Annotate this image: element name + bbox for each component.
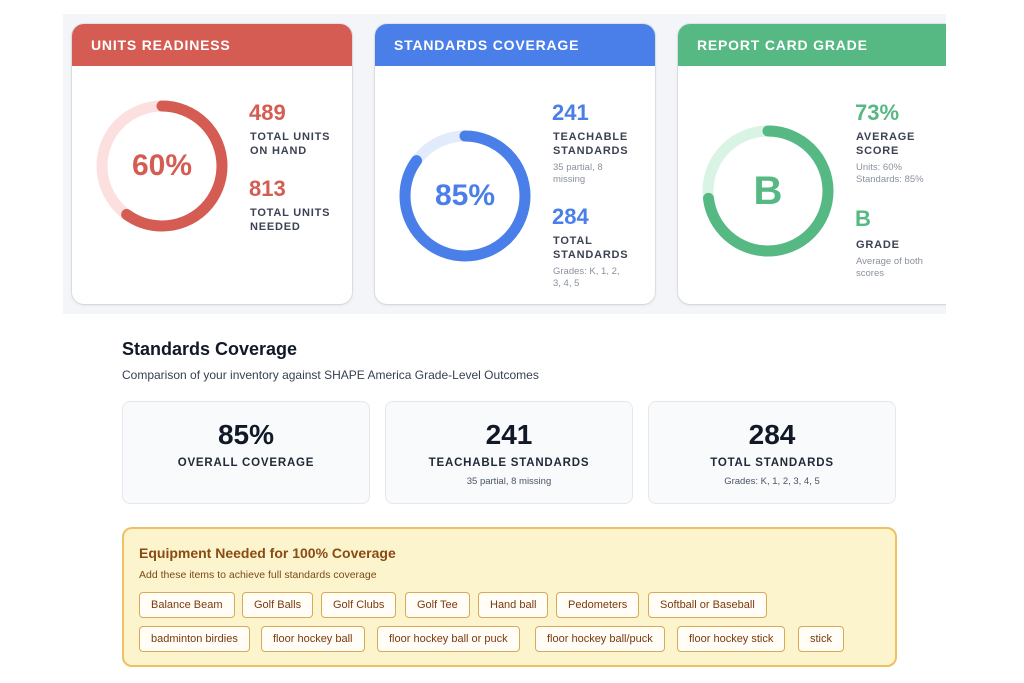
grade-value: B [855,206,871,231]
equipment-chip[interactable]: Golf Balls [242,592,314,618]
total-standards-value: 284 [552,204,589,229]
units-readiness-card: UNITS READINESS 60% 489 TOTAL UNITS ON HA… [72,24,352,304]
total-units-on-hand-value: 489 [249,100,286,125]
equipment-needed-panel: Equipment Needed for 100% Coverage Add t… [122,527,897,667]
equipment-chip[interactable]: Pedometers [556,592,640,618]
total-units-needed-label: TOTAL UNITS NEEDED [250,207,331,233]
overall-coverage-box: 85% OVERALL COVERAGE [122,401,370,504]
equipment-chip[interactable]: stick [798,626,844,652]
teachable-standards-label: TEACHABLE STANDARDS [553,131,629,157]
total-standards-sub: Grades: K, 1, 2, 3, 4, 5 [553,266,620,289]
equipment-needed-title: Equipment Needed for 100% Coverage [139,545,396,561]
total-units-on-hand-label: TOTAL UNITS ON HAND [250,131,331,157]
overall-coverage-label: OVERALL COVERAGE [177,457,315,469]
total-units-needed-value: 813 [249,176,286,201]
section-title: Standards Coverage [122,339,298,359]
standards-coverage-percent: 85% [434,179,496,212]
equipment-chip[interactable]: badminton birdies [139,626,250,652]
teachable-standards-box-sub: 35 partial, 8 missing [466,476,552,487]
units-readiness-percent: 60% [131,149,193,182]
report-card-grade-letter: B [753,168,783,213]
total-standards-box-label: TOTAL STANDARDS [710,457,834,469]
equipment-chip[interactable]: Balance Beam [139,592,235,618]
average-score-value: 73% [855,100,900,125]
average-score-label: AVERAGE SCORE [856,131,916,157]
total-standards-box: 284 TOTAL STANDARDS Grades: K, 1, 2, 3, … [648,401,896,504]
total-standards-total: 284 [748,419,796,450]
equipment-chip[interactable]: floor hockey ball/puck [535,626,665,652]
equipment-chip[interactable]: Golf Clubs [321,592,397,618]
standards-coverage-card: STANDARDS COVERAGE 85% 241 TEACHABLE STAN… [375,24,655,304]
units-readiness-ring [96,100,228,232]
equipment-chip[interactable]: floor hockey ball or puck [377,626,520,652]
overall-coverage-value: 85% [217,419,275,450]
equipment-chip[interactable]: Golf Tee [405,592,470,618]
report-card-grade-header: REPORT CARD GRADE [678,24,946,66]
grade-label: GRADE [856,239,900,251]
teachable-standards-box-label: TEACHABLE STANDARDS [428,457,590,469]
teachable-standards-box: 241 TEACHABLE STANDARDS 35 partial, 8 mi… [385,401,633,504]
standards-coverage-header: STANDARDS COVERAGE [375,24,655,66]
dashboard-cards-band: UNITS READINESS 60% 489 TOTAL UNITS ON HA… [63,14,946,314]
total-standards-box-sub: Grades: K, 1, 2, 3, 4, 5 [724,476,820,487]
section-subtitle: Comparison of your inventory against SHA… [122,368,539,382]
equipment-chip[interactable]: floor hockey stick [677,626,786,652]
grade-sub: Average of both scores [856,256,923,279]
report-card-grade-card: REPORT CARD GRADE B 73% AVERAGE SCORE Uni… [678,24,946,304]
total-standards-label: TOTAL STANDARDS [553,235,629,261]
average-score-sub: Units: 60% Standards: 85% [856,162,924,185]
report-card-grade-ring [702,125,834,257]
equipment-needed-subtitle: Add these items to achieve full standard… [139,569,377,581]
equipment-chip[interactable]: Softball or Baseball [648,592,767,618]
teachable-standards-value: 241 [552,100,589,125]
teachable-standards-total: 241 [485,419,533,450]
units-readiness-header: UNITS READINESS [72,24,352,66]
equipment-chip[interactable]: Hand ball [478,592,549,618]
standards-coverage-ring [399,130,531,262]
equipment-chip[interactable]: floor hockey ball [261,626,365,652]
teachable-standards-sub: 35 partial, 8 missing [553,162,603,185]
